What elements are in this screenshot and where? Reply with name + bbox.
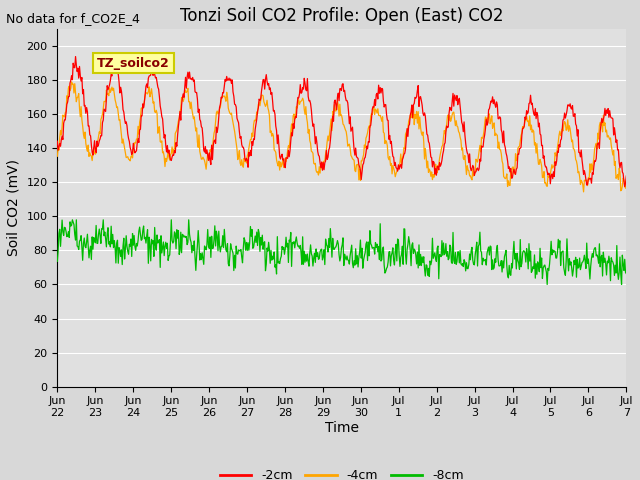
X-axis label: Time: Time: [325, 420, 359, 435]
Y-axis label: Soil CO2 (mV): Soil CO2 (mV): [7, 159, 21, 256]
Title: Tonzi Soil CO2 Profile: Open (East) CO2: Tonzi Soil CO2 Profile: Open (East) CO2: [180, 7, 504, 25]
Legend: -2cm, -4cm, -8cm: -2cm, -4cm, -8cm: [215, 465, 468, 480]
Text: TZ_soilco2: TZ_soilco2: [97, 57, 170, 70]
Text: No data for f_CO2E_4: No data for f_CO2E_4: [6, 12, 140, 25]
